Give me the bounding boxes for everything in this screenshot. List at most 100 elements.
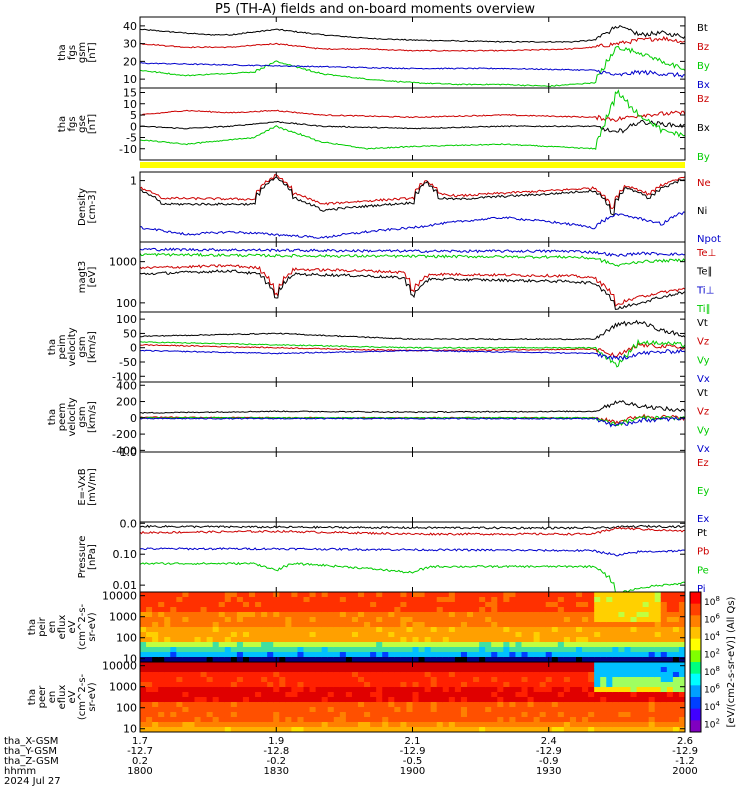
density-line-Npot [139,211,686,239]
peem-velocity-ytick-label: 0 [130,412,137,425]
density-line-Ni [139,176,686,217]
fgs-gse-mag-frame [139,87,686,161]
peir-eflux-ytick-label: 10000 [102,590,137,603]
xaxis-row-value: 2.1 [405,736,421,747]
xaxis-row-value: 1830 [264,766,289,777]
fgs-gse-mag-ytick-label: -10 [119,143,137,156]
fgs-gsm-mag-series [139,24,686,88]
status-bar [140,162,685,168]
peir-eflux-ytick-label: 10 [123,653,137,666]
density-ytick-label: 1 [130,175,137,188]
legend-peim-velocity-Vy: Vy [697,355,710,366]
peim-velocity-ytick-label: 100 [116,313,137,326]
pressure-line-Pt [139,524,686,530]
legend-peem-velocity-Vz: Vz [697,407,709,418]
e-field-ylabel: E=-VxB [77,468,88,505]
page-title: P5 (TH-A) fields and on-board moments ov… [214,2,536,17]
xaxis-row-value: 2000 [672,766,697,777]
peir-eflux-ylabel: peir [37,616,48,636]
legend-peim-velocity-Vz: Vz [697,337,709,348]
xaxis-row-value: -12.7 [127,746,153,757]
density-ylabel: [cm-3] [87,190,98,223]
peer-eflux-ylabel: (cm^2-s- [77,673,88,720]
legend-density-Ni: Ni [697,206,707,217]
fgs-gse-mag-ylabel: gse [77,115,88,133]
legend-fgs-gsm-mag-Bz: Bz [697,42,709,53]
peim-velocity-frame [139,311,686,383]
xaxis-row-value: 2.6 [677,736,693,747]
peir-eflux-ytick-label: 1000 [109,611,137,624]
fgs-gsm-mag-ytick-label: 40 [123,20,137,33]
peer-eflux-ylabel: en [47,691,58,704]
colorbar-frame [689,591,702,733]
peer-eflux-ylabel: tha [27,689,38,705]
colorbar-lower-tick: 108 [704,665,720,678]
peer-eflux-ylabel: eV [67,690,78,703]
peem-velocity-ytick-label: 200 [116,396,137,409]
peir-eflux-spectrogram [140,592,686,663]
fgs-gsm-mag-ytick-label: 10 [123,73,137,86]
legend-temperature-Ti⊥: Ti⊥ [696,285,714,296]
peem-velocity-ytick-label: -200 [112,428,137,441]
legend-peem-velocity-Vx: Vx [697,444,710,455]
peem-velocity-line-Vx [139,416,686,428]
fgs-gsm-mag-line-By [139,45,686,88]
fgs-gse-mag-ylabel: tha [57,116,68,132]
peim-velocity-ylabel: peim [57,334,68,359]
temperature-line-Te⊥ [139,264,686,308]
peem-velocity-ylabel: tha [47,409,58,425]
fgs-gse-mag-ylabel: [nT] [87,114,98,134]
xaxis-row-value: 1.9 [268,736,284,747]
fgs-gse-mag-ytick-label: 5 [130,109,137,122]
legend-pressure-Pb: Pb [697,547,709,558]
colorbar-lower-tick: 102 [704,717,720,730]
legend-e-field-Ey: Ey [697,486,709,497]
legend-fgs-gse-mag-Bz: Bz [697,94,709,105]
peir-eflux-ylabel: sr-eV) [87,612,98,641]
pressure-ytick-label: 0.10 [113,548,138,561]
pressure-line-Pi [139,547,686,557]
peer-eflux-ylabel: eflux [57,685,68,710]
fgs-gse-mag-ytick-label: 10 [123,98,137,111]
xaxis-row-value: 1.7 [132,736,148,747]
xaxis-row-value: -12.8 [263,746,289,757]
fgs-gse-mag-line-By [139,89,686,150]
peem-velocity-ylabel: peem [57,403,68,431]
peer-eflux-ytick-label: 1000 [109,681,137,694]
peir-eflux-ylabel: (cm^2-s- [77,603,88,650]
peim-velocity-ytick-label: 50 [123,327,137,340]
density-ylabel: Density [77,188,88,226]
legend-density-Npot: Npot [697,234,721,245]
xaxis-row-label: tha_X-GSM [4,736,58,747]
peir-eflux-ytick-label: 100 [116,632,137,645]
peim-velocity-ylabel: tha [47,339,58,355]
colorbar-upper-tick: 108 [704,595,720,608]
colorbar-lower-tick: 104 [704,700,720,713]
fgs-gse-mag-line-Bx [139,119,686,134]
pressure-series [139,524,686,593]
legend-pressure-Pt: Pt [697,528,707,539]
density-line-Ne [139,174,686,210]
colorbar [690,592,701,733]
legend-pressure-Pi: Pi [697,584,706,595]
legend-temperature-Ti∥: Ti∥ [696,304,711,315]
pressure-line-Pe [139,561,686,593]
peer-eflux-ylabel: sr-eV) [87,682,98,711]
peim-velocity-ylabel: [km/s] [87,331,98,363]
legend-peem-velocity-Vy: Vy [697,425,710,436]
peim-velocity-line-Vt [140,319,686,341]
temperature-line-Te∥ [139,269,686,310]
xaxis-row-value: 1930 [536,766,561,777]
peem-velocity-ytick-label: 400 [116,379,137,392]
legend-fgs-gse-mag-By: By [697,152,710,163]
temperature-line-Ti∥ [139,252,686,267]
xaxis-row-value: -0.9 [539,756,559,767]
e-field-ylabel: [mV/m] [87,468,98,506]
colorbar-lower-tick: 106 [704,682,720,695]
legend-e-field-Ex: Ex [697,514,709,525]
colorbar-upper-tick: 104 [704,630,720,643]
legend-temperature-Te⊥: Te⊥ [696,248,716,259]
legend-fgs-gsm-mag-Bx: Bx [697,80,710,91]
xaxis-row-value: -12.9 [672,746,698,757]
